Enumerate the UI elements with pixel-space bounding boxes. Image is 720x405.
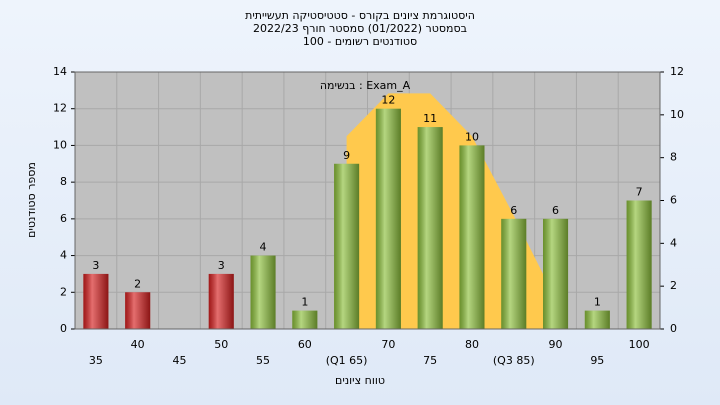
bar-shade xyxy=(83,273,109,329)
y-tick-label: 12 xyxy=(53,102,67,115)
value-label: 9 xyxy=(343,149,350,162)
x-tick-label: 35 xyxy=(89,354,103,367)
y-axis-label: מספר סטודנטים xyxy=(25,162,38,238)
x-tick-label: (Q3 85) xyxy=(493,354,535,367)
value-label: 3 xyxy=(92,259,99,272)
value-label: 12 xyxy=(381,94,395,107)
bar-shade xyxy=(208,273,234,329)
x-tick-label: 40 xyxy=(131,338,145,351)
x-tick-label: 70 xyxy=(381,338,395,351)
y2-tick-label: 6 xyxy=(670,194,677,207)
value-label: 7 xyxy=(636,186,643,199)
y2-tick-label: 0 xyxy=(670,322,677,335)
y-tick-label: 10 xyxy=(53,138,67,151)
value-label: 3 xyxy=(218,259,225,272)
chart-title: סטודנטים רשומים - 100 xyxy=(303,35,417,48)
bar-shade xyxy=(334,163,360,329)
bar-shade xyxy=(584,310,610,329)
value-label: 6 xyxy=(510,204,517,217)
chart-title: היסטוגרמת ציונים בקורס - סטטיסטיקה תעשיי… xyxy=(245,9,475,22)
bar-shade xyxy=(292,310,318,329)
value-label: 10 xyxy=(465,130,479,143)
bar-shade xyxy=(250,255,276,329)
value-label: 11 xyxy=(423,112,437,125)
bar-shade xyxy=(375,108,401,329)
bar-shade xyxy=(459,145,485,329)
x-tick-label: 45 xyxy=(172,354,186,367)
x-tick-label: 95 xyxy=(590,354,604,367)
y2-tick-label: 4 xyxy=(670,236,677,249)
y2-tick-label: 8 xyxy=(670,151,677,164)
x-tick-label: 100 xyxy=(629,338,650,351)
y2-tick-label: 10 xyxy=(670,108,684,121)
x-tick-label: 75 xyxy=(423,354,437,367)
y-tick-label: 4 xyxy=(60,249,67,262)
value-label: 6 xyxy=(552,204,559,217)
annotation: בנשימה : Exam_A xyxy=(320,79,411,92)
y-tick-label: 2 xyxy=(60,285,67,298)
chart-title: בסמסטר (01/2022) סמסטר חורף 2022/23 xyxy=(253,22,467,35)
value-label: 1 xyxy=(301,296,308,309)
value-label: 1 xyxy=(594,296,601,309)
x-tick-label: 80 xyxy=(465,338,479,351)
y-tick-label: 14 xyxy=(53,65,67,78)
bar-shade xyxy=(501,218,527,329)
x-tick-label: 55 xyxy=(256,354,270,367)
bar-shade xyxy=(626,200,652,329)
y-tick-label: 6 xyxy=(60,212,67,225)
y-tick-label: 8 xyxy=(60,175,67,188)
bar-shade xyxy=(125,292,151,329)
x-tick-label: 60 xyxy=(298,338,312,351)
x-tick-label: 50 xyxy=(214,338,228,351)
bar-shade xyxy=(543,218,569,329)
value-label: 2 xyxy=(134,277,141,290)
x-tick-label: (Q1 65) xyxy=(326,354,368,367)
x-axis-label: טווח ציונים xyxy=(335,374,385,387)
plot-border xyxy=(74,71,661,330)
x-tick-label: 90 xyxy=(549,338,563,351)
y2-tick-label: 2 xyxy=(670,279,677,292)
bar-shade xyxy=(417,127,443,329)
y2-tick-label: 12 xyxy=(670,65,684,78)
y-tick-label: 0 xyxy=(60,322,67,335)
value-label: 4 xyxy=(260,241,267,254)
